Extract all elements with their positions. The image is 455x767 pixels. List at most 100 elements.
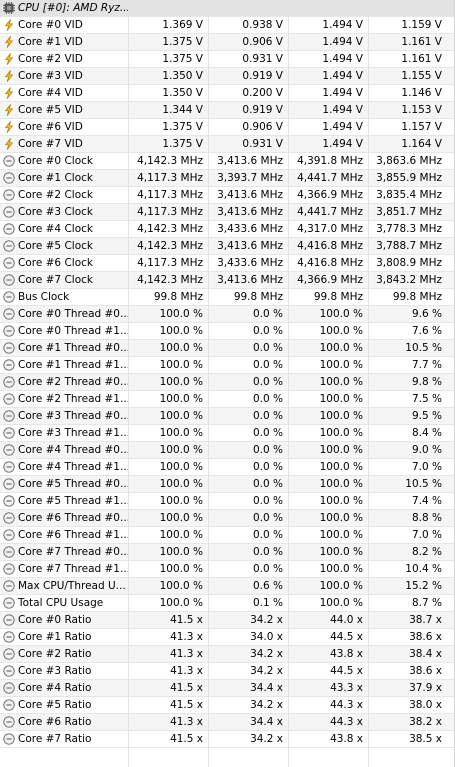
- sensor-maximum-value: 99.8 MHz: [313, 291, 363, 303]
- sensor-average-value: 3,808.9 MHz: [376, 257, 442, 269]
- sensor-row[interactable]: Core #2 VID 1.375 V 0.931 V 1.494 V 1.161 V: [0, 51, 455, 68]
- sensor-average-value: 10.5 %: [405, 478, 442, 490]
- sensor-current-value: 41.3 x: [170, 665, 203, 677]
- sensor-row[interactable]: Core #1 Thread #0... 100.0 % 0.0 % 100.0 % 1…: [0, 340, 455, 357]
- sensor-minimum-value: 0.919 V: [242, 104, 283, 116]
- sensor-name: Core #7 Clock: [18, 274, 93, 286]
- sensor-row[interactable]: Core #1 Clock 4,117.3 MHz 3,393.7 MHz 4,441…: [0, 170, 455, 187]
- sensor-row[interactable]: Core #6 Thread #1... 100.0 % 0.0 % 100.0 % 7…: [0, 527, 455, 544]
- sensor-row[interactable]: Core #1 VID 1.375 V 0.906 V 1.494 V 1.161 V: [0, 34, 455, 51]
- sensor-minimum-value: 34.2 x: [250, 648, 283, 660]
- voltage-bolt-icon: [3, 121, 15, 133]
- sensor-row[interactable]: Core #6 VID 1.375 V 0.906 V 1.494 V 1.157 V: [0, 119, 455, 136]
- sensor-minimum-value: 0.906 V: [242, 36, 283, 48]
- sensor-minimum-value: 0.0 %: [252, 512, 283, 524]
- sensor-row[interactable]: Core #7 Thread #1... 100.0 % 0.0 % 100.0 % 1…: [0, 561, 455, 578]
- sensor-average-value: 7.5 %: [411, 393, 442, 405]
- sensor-row[interactable]: Core #5 Clock 4,142.3 MHz 3,413.6 MHz 4,416…: [0, 238, 455, 255]
- sensor-name: Core #1 Clock: [18, 172, 93, 184]
- sensor-row[interactable]: Core #7 Clock 4,142.3 MHz 3,413.6 MHz 4,366…: [0, 272, 455, 289]
- sensor-maximum-value: 44.0 x: [330, 614, 363, 626]
- sensor-current-value: 1.350 V: [162, 87, 203, 99]
- sensor-current-value: 99.8 MHz: [153, 291, 203, 303]
- sensor-group-header[interactable]: CPU [#0]: AMD Ryz...: [0, 0, 455, 17]
- sensor-row[interactable]: Core #2 Thread #0... 100.0 % 0.0 % 100.0 % 9…: [0, 374, 455, 391]
- sensor-average-value: 8.4 %: [411, 427, 442, 439]
- sensor-row[interactable]: Core #0 VID 1.369 V 0.938 V 1.494 V 1.159 V: [0, 17, 455, 34]
- sensor-current-value: 41.5 x: [170, 733, 203, 745]
- sensor-row[interactable]: Core #3 VID 1.350 V 0.919 V 1.494 V 1.155 V: [0, 68, 455, 85]
- sensor-row[interactable]: Core #5 Thread #1... 100.0 % 0.0 % 100.0 % 7…: [0, 493, 455, 510]
- sensor-name: Core #6 VID: [18, 121, 83, 133]
- sensor-row[interactable]: Core #4 Ratio 41.5 x 34.4 x 43.3 x 37.9 x: [0, 680, 455, 697]
- sensor-current-value: 100.0 %: [159, 308, 203, 320]
- sensor-row[interactable]: Core #7 Ratio 41.5 x 34.2 x 43.8 x 38.5 x: [0, 731, 455, 748]
- sensor-name: Core #7 Ratio: [18, 733, 92, 745]
- sensor-row[interactable]: Core #3 Clock 4,117.3 MHz 3,413.6 MHz 4,441…: [0, 204, 455, 221]
- sensor-row[interactable]: Core #5 Thread #0... 100.0 % 0.0 % 100.0 % 1…: [0, 476, 455, 493]
- sensor-row[interactable]: Core #6 Thread #0... 100.0 % 0.0 % 100.0 % 8…: [0, 510, 455, 527]
- sensor-row[interactable]: Core #3 Thread #0... 100.0 % 0.0 % 100.0 % 9…: [0, 408, 455, 425]
- clock-gauge-icon: [3, 359, 15, 371]
- clock-gauge-icon: [3, 495, 15, 507]
- sensor-row[interactable]: Core #2 Thread #1... 100.0 % 0.0 % 100.0 % 7…: [0, 391, 455, 408]
- clock-gauge-icon: [3, 427, 15, 439]
- sensor-row[interactable]: Core #0 Ratio 41.5 x 34.2 x 44.0 x 38.7 x: [0, 612, 455, 629]
- sensor-row[interactable]: Max CPU/Thread U... 100.0 % 0.6 % 100.0 % 15…: [0, 578, 455, 595]
- sensor-row[interactable]: Core #4 VID 1.350 V 0.200 V 1.494 V 1.146 V: [0, 85, 455, 102]
- sensor-row[interactable]: Core #1 Thread #1... 100.0 % 0.0 % 100.0 % 7…: [0, 357, 455, 374]
- sensor-average-value: 1.153 V: [401, 104, 442, 116]
- sensor-row[interactable]: Core #6 Clock 4,117.3 MHz 3,433.6 MHz 4,416…: [0, 255, 455, 272]
- sensor-row[interactable]: Core #0 Clock 4,142.3 MHz 3,413.6 MHz 4,391…: [0, 153, 455, 170]
- sensor-current-value: 41.3 x: [170, 716, 203, 728]
- sensor-current-value: 100.0 %: [159, 461, 203, 473]
- sensor-row[interactable]: Core #3 Ratio 41.3 x 34.2 x 44.5 x 38.6 x: [0, 663, 455, 680]
- sensor-name: Core #3 Clock: [18, 206, 93, 218]
- sensor-group-title: CPU [#0]: AMD Ryz...: [18, 2, 130, 14]
- sensor-minimum-value: 0.906 V: [242, 121, 283, 133]
- cpu-chip-icon: [3, 2, 15, 14]
- sensor-row[interactable]: Core #4 Thread #1... 100.0 % 0.0 % 100.0 % 7…: [0, 459, 455, 476]
- sensor-average-value: 8.7 %: [411, 597, 442, 609]
- sensor-maximum-value: 44.5 x: [330, 665, 363, 677]
- sensor-average-value: 1.164 V: [401, 138, 442, 150]
- sensor-minimum-value: 0.0 %: [252, 393, 283, 405]
- sensor-row[interactable]: Total CPU Usage 100.0 % 0.1 % 100.0 % 8.7 %: [0, 595, 455, 612]
- sensor-row[interactable]: Core #5 VID 1.344 V 0.919 V 1.494 V 1.153 V: [0, 102, 455, 119]
- sensor-average-value: 7.0 %: [411, 461, 442, 473]
- sensor-minimum-value: 0.0 %: [252, 478, 283, 490]
- sensor-row[interactable]: Core #2 Clock 4,117.3 MHz 3,413.6 MHz 4,366…: [0, 187, 455, 204]
- sensor-name: Core #2 Thread #1...: [18, 393, 128, 405]
- sensor-maximum-value: 43.8 x: [330, 648, 363, 660]
- sensor-maximum-value: 44.5 x: [330, 631, 363, 643]
- sensor-row[interactable]: Core #0 Thread #0... 100.0 % 0.0 % 100.0 % 9…: [0, 306, 455, 323]
- sensor-row[interactable]: Bus Clock 99.8 MHz 99.8 MHz 99.8 MHz 99.8 MH…: [0, 289, 455, 306]
- sensor-row[interactable]: Core #1 Ratio 41.3 x 34.0 x 44.5 x 38.6 x: [0, 629, 455, 646]
- sensor-row[interactable]: Core #0 Thread #1... 100.0 % 0.0 % 100.0 % 7…: [0, 323, 455, 340]
- sensor-row[interactable]: Core #2 Ratio 41.3 x 34.2 x 43.8 x 38.4 x: [0, 646, 455, 663]
- sensor-row[interactable]: Core #4 Thread #0... 100.0 % 0.0 % 100.0 % 9…: [0, 442, 455, 459]
- sensor-row[interactable]: Core #4 Clock 4,142.3 MHz 3,433.6 MHz 4,317…: [0, 221, 455, 238]
- sensor-maximum-value: 1.494 V: [322, 19, 363, 31]
- sensor-current-value: 41.5 x: [170, 699, 203, 711]
- sensor-minimum-value: 0.931 V: [242, 138, 283, 150]
- clock-gauge-icon: [3, 444, 15, 456]
- sensor-row[interactable]: Core #6 Ratio 41.3 x 34.4 x 44.3 x 38.2 x: [0, 714, 455, 731]
- sensor-minimum-value: 0.0 %: [252, 529, 283, 541]
- sensor-row[interactable]: Core #7 Thread #0... 100.0 % 0.0 % 100.0 % 8…: [0, 544, 455, 561]
- sensor-current-value: 4,117.3 MHz: [137, 257, 203, 269]
- sensor-row[interactable]: Core #5 Ratio 41.5 x 34.2 x 44.3 x 38.0 x: [0, 697, 455, 714]
- sensor-minimum-value: 34.0 x: [250, 631, 283, 643]
- sensor-row[interactable]: Core #3 Thread #1... 100.0 % 0.0 % 100.0 % 8…: [0, 425, 455, 442]
- sensor-average-value: 1.161 V: [401, 53, 442, 65]
- sensor-row[interactable]: Core #7 VID 1.375 V 0.931 V 1.494 V 1.164 V: [0, 136, 455, 153]
- sensor-minimum-value: 3,433.6 MHz: [217, 223, 283, 235]
- sensor-current-value: 41.5 x: [170, 614, 203, 626]
- sensor-name: Core #7 Thread #0...: [18, 546, 128, 558]
- clock-gauge-icon: [3, 240, 15, 252]
- sensor-name: Core #0 Thread #0...: [18, 308, 128, 320]
- sensor-maximum-value: 100.0 %: [319, 376, 363, 388]
- sensor-current-value: 100.0 %: [159, 393, 203, 405]
- sensor-minimum-value: 0.6 %: [252, 580, 283, 592]
- sensor-current-value: 1.369 V: [162, 19, 203, 31]
